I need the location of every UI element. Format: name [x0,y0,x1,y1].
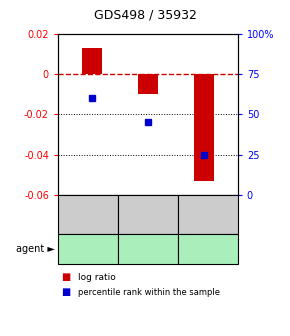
Bar [138,74,158,94]
Text: IFNg: IFNg [75,244,101,254]
Bar [194,74,214,181]
Text: ■: ■ [61,287,70,297]
Text: log ratio: log ratio [78,273,116,282]
Text: TNFa: TNFa [134,244,162,254]
Text: GSM8754: GSM8754 [143,193,153,236]
Text: ■: ■ [61,272,70,282]
Bar [82,48,101,74]
Text: GSM8759: GSM8759 [203,193,212,236]
Text: IL4: IL4 [200,244,216,254]
Text: percentile rank within the sample: percentile rank within the sample [78,288,220,297]
Text: GSM8749: GSM8749 [84,193,93,236]
Text: agent ►: agent ► [16,244,55,254]
Text: GDS498 / 35932: GDS498 / 35932 [94,8,196,22]
